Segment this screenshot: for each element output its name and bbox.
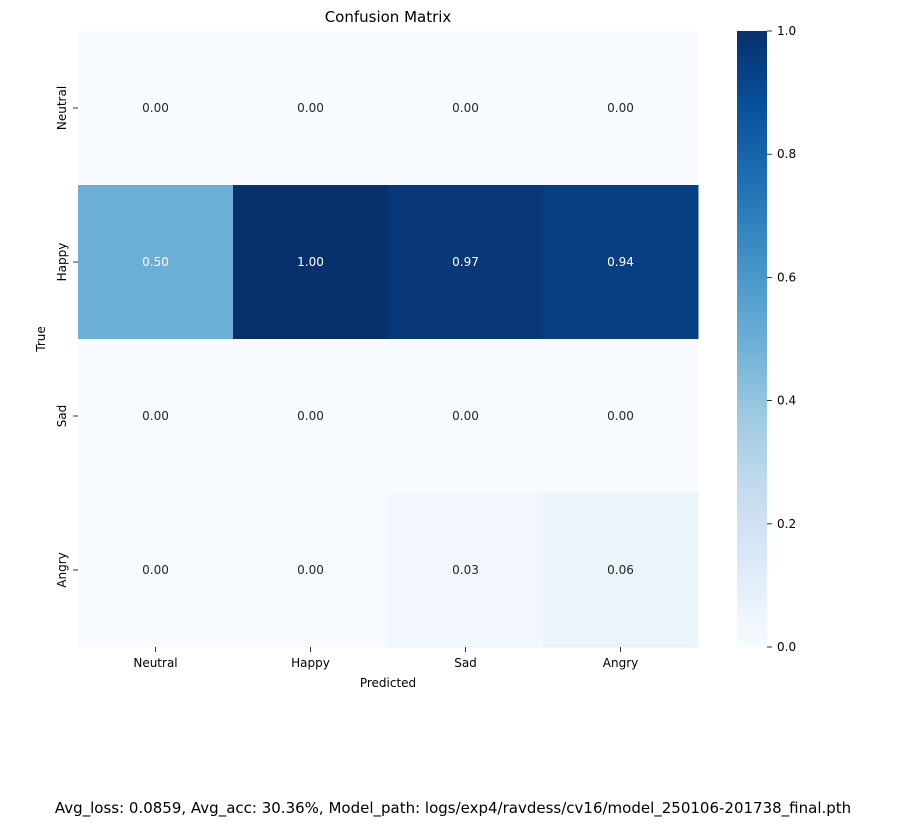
cell-value-label: 0.94 <box>607 255 634 269</box>
heatmap-cell <box>543 493 699 648</box>
y-tick-label: Angry <box>55 552 69 587</box>
cell-value-label: 0.00 <box>297 101 324 115</box>
x-tick-label: Neutral <box>133 656 177 670</box>
colorbar-ticks: 0.0 0.2 0.4 0.6 0.8 1.0 <box>767 24 796 654</box>
heatmap-cell <box>78 339 234 494</box>
cell-value-label: 0.00 <box>452 409 479 423</box>
y-tick-label: Happy <box>55 243 69 282</box>
heatmap-cell <box>233 493 389 648</box>
colorbar <box>737 31 767 647</box>
heatmap-cell <box>78 493 234 648</box>
cell-value-label: 0.00 <box>297 563 324 577</box>
chart-title: Confusion Matrix <box>325 8 452 26</box>
y-tick-label: Neutral <box>55 86 69 130</box>
cell-value-label: 0.00 <box>452 101 479 115</box>
cell-value-label: 0.00 <box>297 409 324 423</box>
heatmap-cell <box>543 185 699 340</box>
cell-value-label: 0.00 <box>607 409 634 423</box>
cell-value-label: 0.00 <box>142 101 169 115</box>
heatmap-cell <box>78 31 234 186</box>
x-axis-label: Predicted <box>360 676 416 690</box>
x-tick-label: Angry <box>603 656 638 670</box>
heatmap-cell <box>233 31 389 186</box>
y-axis-label: True <box>34 326 48 353</box>
x-tick-label: Sad <box>454 656 477 670</box>
cell-value-label: 0.50 <box>142 255 169 269</box>
x-tick-label: Happy <box>291 656 330 670</box>
heatmap-cell <box>233 185 389 340</box>
heatmap-cell <box>388 185 544 340</box>
colorbar-tick-label: 0.8 <box>777 147 796 161</box>
cell-value-label: 0.97 <box>452 255 479 269</box>
colorbar-tick-label: 0.0 <box>777 640 796 654</box>
cell-value-label: 0.03 <box>452 563 479 577</box>
cell-value-label: 0.00 <box>607 101 634 115</box>
footer-summary: Avg_loss: 0.0859, Avg_acc: 30.36%, Model… <box>54 799 852 817</box>
heatmap-cells: 0.00 0.00 0.00 0.00 0.50 1.00 0.97 0.94 0.00 0.00… <box>78 31 699 648</box>
cell-value-label: 0.00 <box>142 409 169 423</box>
colorbar-tick-label: 1.0 <box>777 24 796 38</box>
cell-value-label: 1.00 <box>297 255 324 269</box>
cell-value-label: 0.00 <box>142 563 169 577</box>
heatmap-cell <box>388 493 544 648</box>
y-axis-ticks: Neutral Happy Sad Angry <box>55 86 78 588</box>
heatmap-cell <box>233 339 389 494</box>
colorbar-tick-label: 0.2 <box>777 517 796 531</box>
cell-value-label: 0.06 <box>607 563 634 577</box>
heatmap-cell <box>388 339 544 494</box>
colorbar-tick-label: 0.6 <box>777 270 796 284</box>
colorbar-tick-label: 0.4 <box>777 394 796 408</box>
heatmap-cell <box>388 31 544 186</box>
heatmap-cell <box>78 185 234 340</box>
y-tick-label: Sad <box>55 405 69 428</box>
x-axis-ticks: Neutral Happy Sad Angry <box>133 647 638 670</box>
heatmap-cell <box>543 339 699 494</box>
heatmap-cell <box>543 31 699 186</box>
